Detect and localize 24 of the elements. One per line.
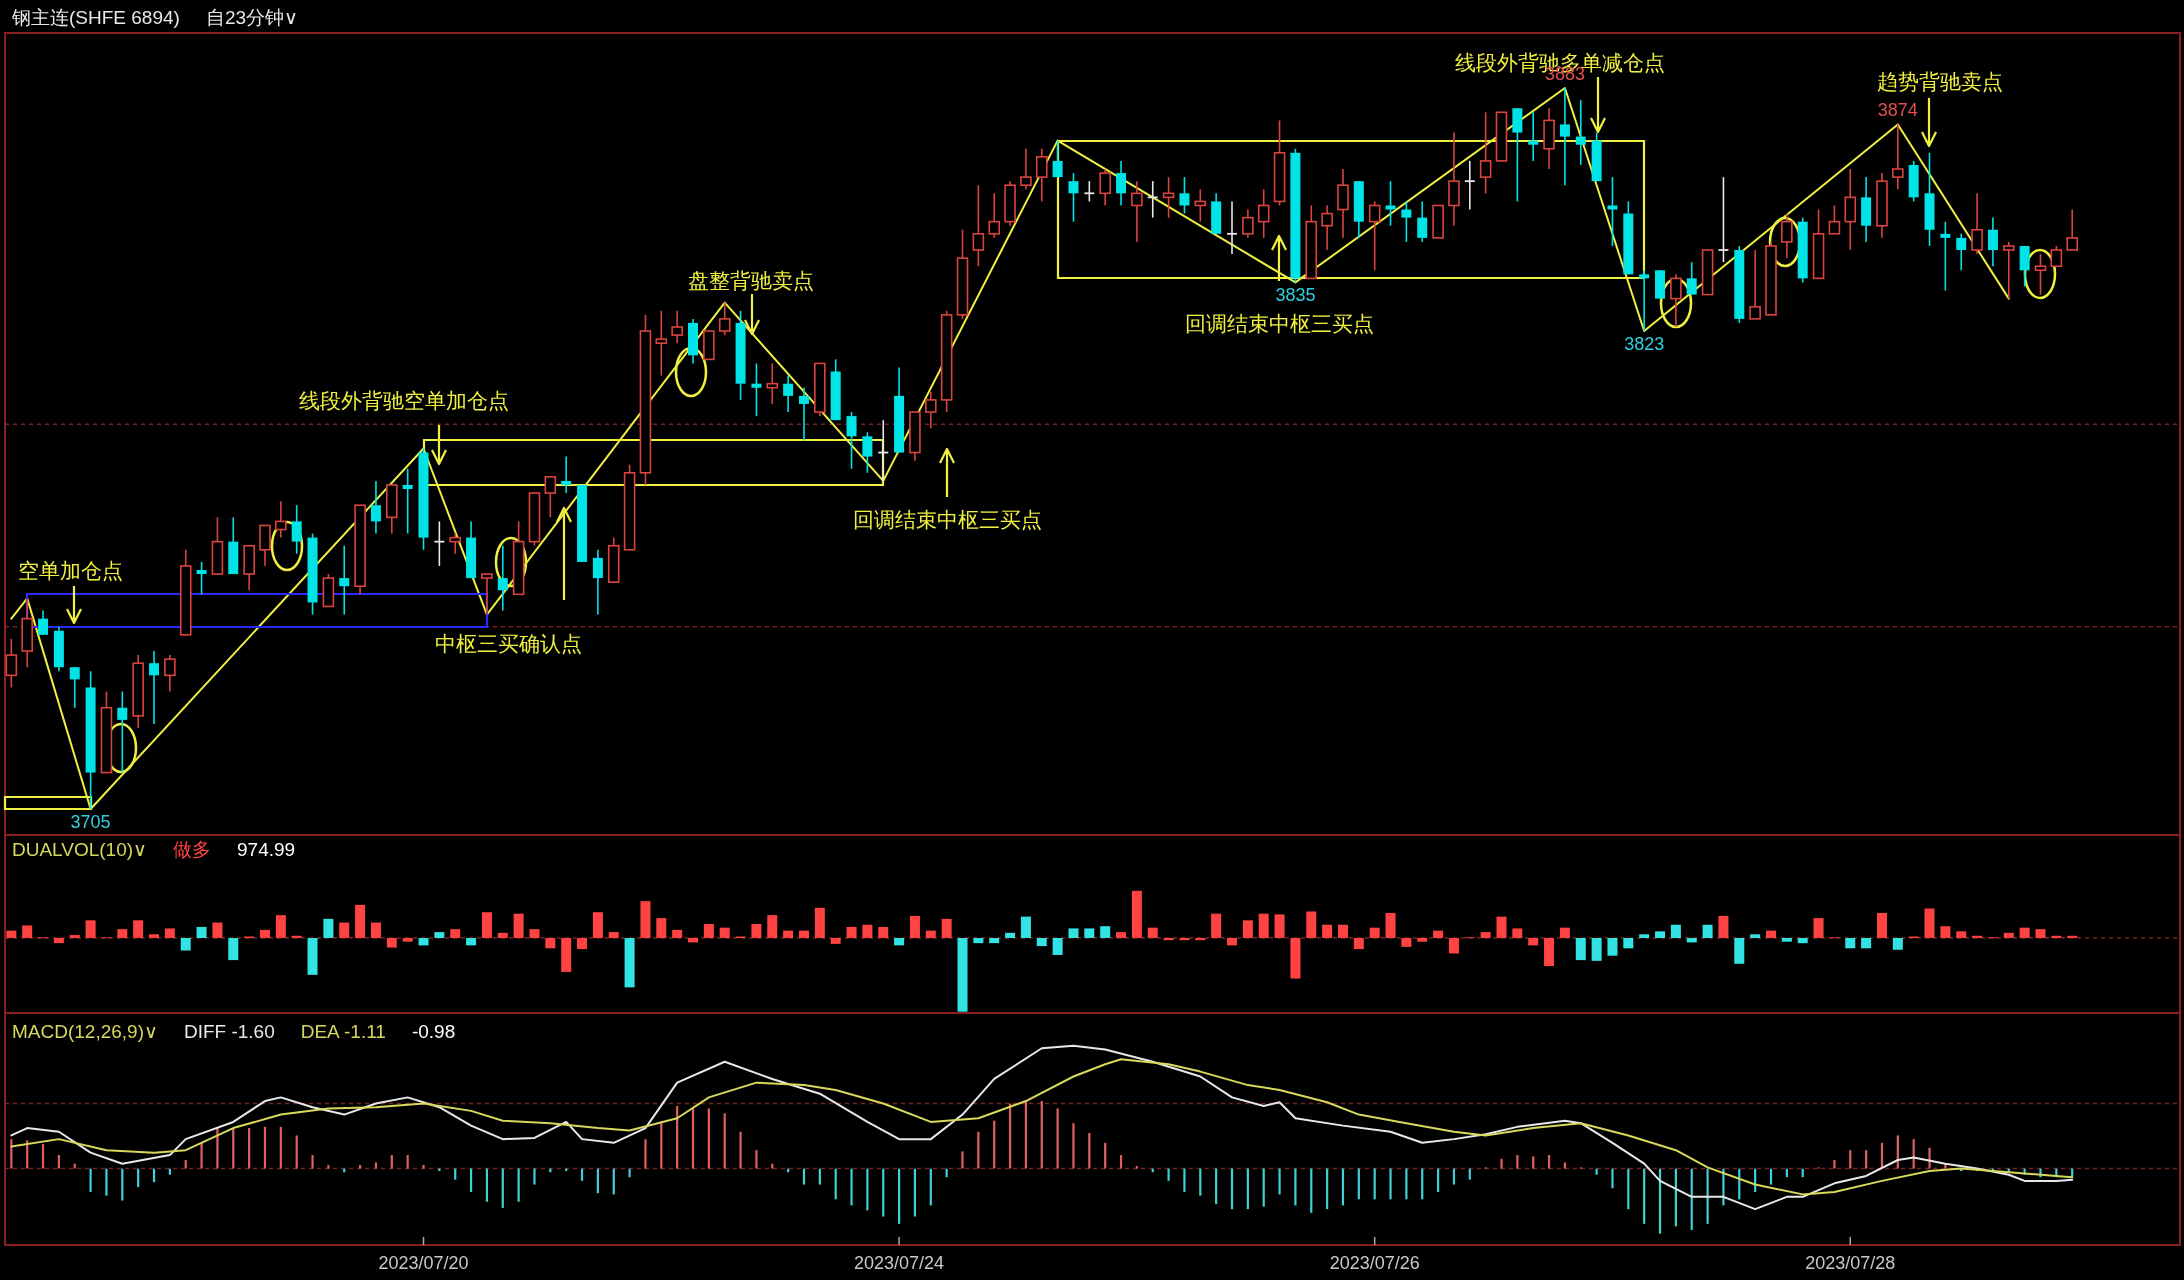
text: DEA -1.11 bbox=[300, 1021, 386, 1042]
annotation: 回调结束中枢三买点 bbox=[1184, 312, 1374, 335]
x-tick-label: 2023/07/26 bbox=[1329, 1253, 1420, 1273]
annotation: 中枢三买确认点 bbox=[434, 632, 582, 655]
text: DIFF -1.60 bbox=[183, 1021, 275, 1042]
text: 974.99 bbox=[237, 839, 296, 860]
x-tick-label: 2023/07/20 bbox=[378, 1253, 469, 1273]
chart-subtitle: 自23分钟∨ bbox=[205, 7, 298, 28]
x-tick-label: 2023/07/24 bbox=[854, 1253, 945, 1273]
annotation: 3874 bbox=[1877, 100, 1918, 121]
text: -0.98 bbox=[411, 1021, 456, 1042]
chart-title: 钢主连(SHFE 6894) bbox=[11, 7, 180, 28]
chart-title: DUALVOL(10)∨ bbox=[12, 839, 147, 860]
annotation: 盘整背驰卖点 bbox=[688, 269, 814, 292]
x-tick-label: 2023/07/28 bbox=[1805, 1253, 1896, 1273]
annotation: 趋势背驰卖点 bbox=[1877, 70, 2003, 93]
annotation: 回调结束中枢三买点 bbox=[852, 508, 1042, 531]
annotation: 空单加仓点 bbox=[17, 559, 123, 582]
annotation: 线段外背驰空单加仓点 bbox=[299, 389, 509, 412]
annotation: 3823 bbox=[1624, 334, 1665, 355]
annotation: 3835 bbox=[1275, 285, 1316, 306]
annotation: 3705 bbox=[70, 812, 111, 832]
chart-title: MACD(12,26,9)∨ bbox=[12, 1021, 158, 1042]
text: 做多 bbox=[173, 839, 211, 860]
